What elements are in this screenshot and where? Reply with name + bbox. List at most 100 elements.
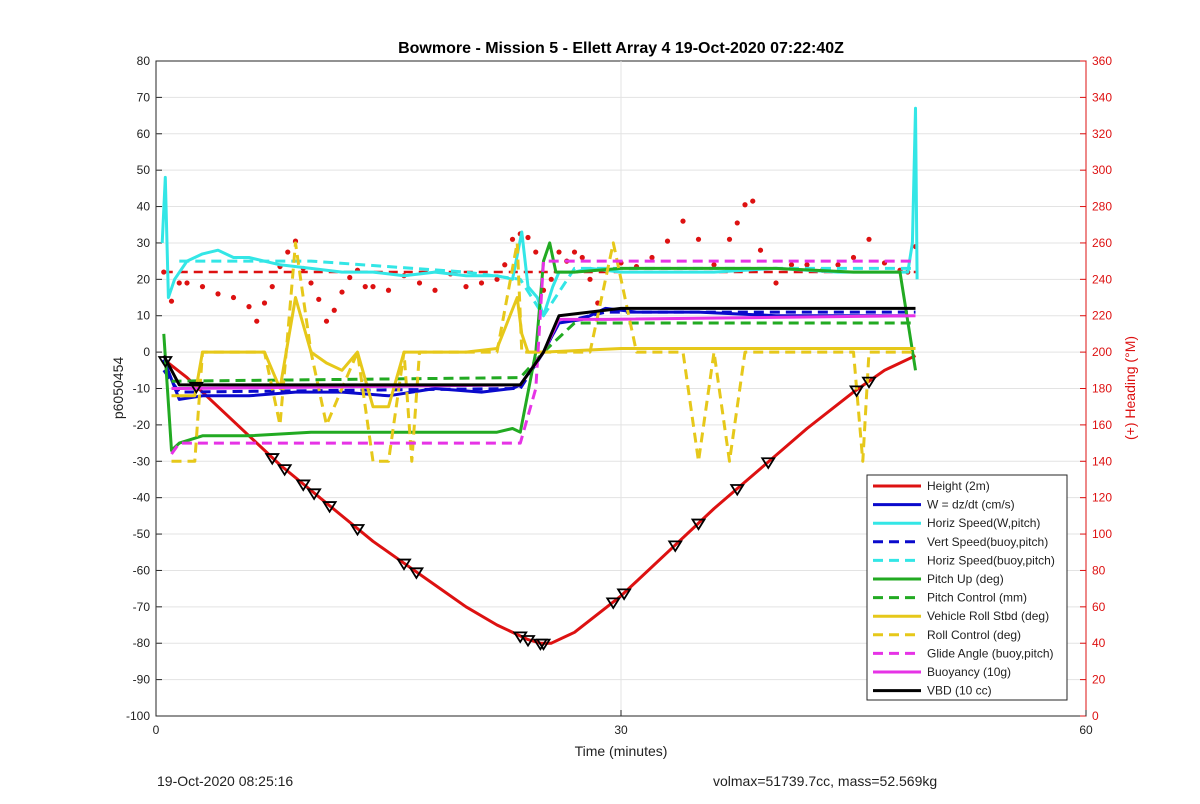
y-tick-label: -60	[133, 563, 151, 577]
y-tick-label: 80	[137, 54, 151, 68]
heading-point	[533, 249, 539, 255]
heading-point	[215, 291, 221, 297]
legend-entry: Horiz Speed(buoy,pitch)	[927, 553, 1055, 567]
track-marker	[321, 501, 338, 514]
y2-tick-label: 120	[1092, 491, 1112, 505]
y2-tick-label: 220	[1092, 309, 1112, 323]
y2-tick-label: 160	[1092, 418, 1112, 432]
heading-point	[571, 249, 578, 255]
heading-point	[331, 307, 337, 313]
heading-point	[161, 269, 167, 275]
heading-point	[246, 304, 252, 310]
heading-point	[773, 280, 779, 286]
y-tick-label: 20	[137, 272, 151, 286]
track-marker	[396, 558, 412, 571]
y2-axis-label: (+) Heading (°M)	[1122, 336, 1138, 440]
track-marker	[277, 464, 293, 477]
legend-entry: Vehicle Roll Stbd (deg)	[927, 609, 1049, 623]
legend-entry: VBD (10 cc)	[927, 684, 992, 698]
track-marker	[861, 376, 877, 389]
y-tick-label: -100	[126, 709, 150, 723]
legend-entry: Horiz Speed(W,pitch)	[927, 516, 1040, 530]
heading-point	[316, 296, 322, 302]
y2-tick-label: 60	[1092, 600, 1106, 614]
y2-tick-label: 140	[1092, 454, 1112, 468]
legend-entry: Vert Speed(buoy,pitch)	[927, 535, 1048, 549]
legend-entry: Buoyancy (10g)	[927, 665, 1011, 679]
chart-title: Bowmore - Mission 5 - Ellett Array 4 19-…	[398, 40, 844, 57]
y2-tick-label: 100	[1092, 527, 1112, 541]
y-tick-label: -20	[133, 418, 151, 432]
heading-point	[261, 300, 268, 306]
legend-entry: Pitch Up (deg)	[927, 572, 1004, 586]
heading-point	[347, 274, 353, 281]
heading-point	[269, 284, 275, 290]
heading-point	[649, 254, 655, 261]
heading-point	[432, 287, 438, 293]
track-marker	[690, 518, 707, 531]
series-line	[162, 241, 917, 452]
series-line	[162, 306, 908, 401]
series-line	[162, 306, 916, 387]
heading-point	[494, 276, 500, 282]
track-marker	[535, 638, 552, 651]
heading-point	[757, 247, 764, 253]
heading-point	[556, 249, 562, 255]
heading-point	[850, 254, 857, 261]
heading-point	[525, 234, 531, 241]
heading-point	[680, 218, 686, 224]
y-tick-label: 0	[143, 345, 150, 359]
heading-point	[587, 276, 593, 282]
y-axis-label: p6050454	[110, 357, 126, 420]
series-line	[170, 259, 916, 455]
heading-point	[835, 262, 841, 268]
legend-entry: W = dz/dt (cm/s)	[927, 498, 1015, 512]
heading-point	[323, 318, 330, 324]
y2-tick-label: 240	[1092, 272, 1112, 286]
heading-point	[734, 220, 740, 226]
heading-point	[463, 284, 469, 290]
track-marker	[729, 484, 745, 497]
track-marker	[605, 597, 621, 610]
heading-point	[548, 276, 554, 282]
track-marker	[408, 567, 425, 580]
track-marker	[295, 479, 311, 492]
heading-point	[254, 318, 260, 324]
y-tick-label: -10	[133, 382, 151, 396]
y2-tick-label: 320	[1092, 127, 1112, 141]
heading-point	[385, 287, 392, 293]
legend-entry: Roll Control (deg)	[927, 628, 1021, 642]
heading-point	[478, 280, 485, 286]
y-tick-label: -40	[133, 491, 151, 505]
heading-point	[866, 236, 872, 242]
y-tick-label: 10	[137, 309, 151, 323]
heading-point	[726, 236, 733, 242]
y2-tick-label: 260	[1092, 236, 1112, 250]
track-marker	[349, 524, 366, 537]
track-marker	[760, 457, 776, 470]
track-marker	[520, 635, 536, 648]
heading-point	[804, 262, 810, 268]
y2-tick-label: 0	[1092, 709, 1099, 723]
heading-point	[339, 289, 345, 295]
y2-tick-label: 280	[1092, 200, 1112, 214]
heading-point	[416, 280, 423, 286]
track-marker	[848, 385, 865, 398]
y-tick-label: -80	[133, 636, 151, 650]
heading-point	[750, 198, 756, 204]
legend-entry: Glide Angle (buoy,pitch)	[927, 646, 1054, 660]
timestamp: 19-Oct-2020 08:25:16	[157, 773, 294, 789]
heading-point	[168, 298, 175, 304]
track-marker	[306, 488, 322, 501]
heading-point	[711, 262, 717, 268]
heading-point	[184, 280, 190, 286]
x-tick-label: 60	[1079, 723, 1093, 737]
y2-tick-label: 40	[1092, 636, 1106, 650]
track-marker	[667, 540, 683, 553]
heading-point	[199, 284, 206, 290]
legend: Height (2m) W = dz/dt (cm/s) Horiz Speed(W…	[866, 474, 1068, 701]
series-line	[179, 259, 916, 318]
track-marker	[264, 453, 280, 466]
heading-point	[230, 294, 237, 301]
